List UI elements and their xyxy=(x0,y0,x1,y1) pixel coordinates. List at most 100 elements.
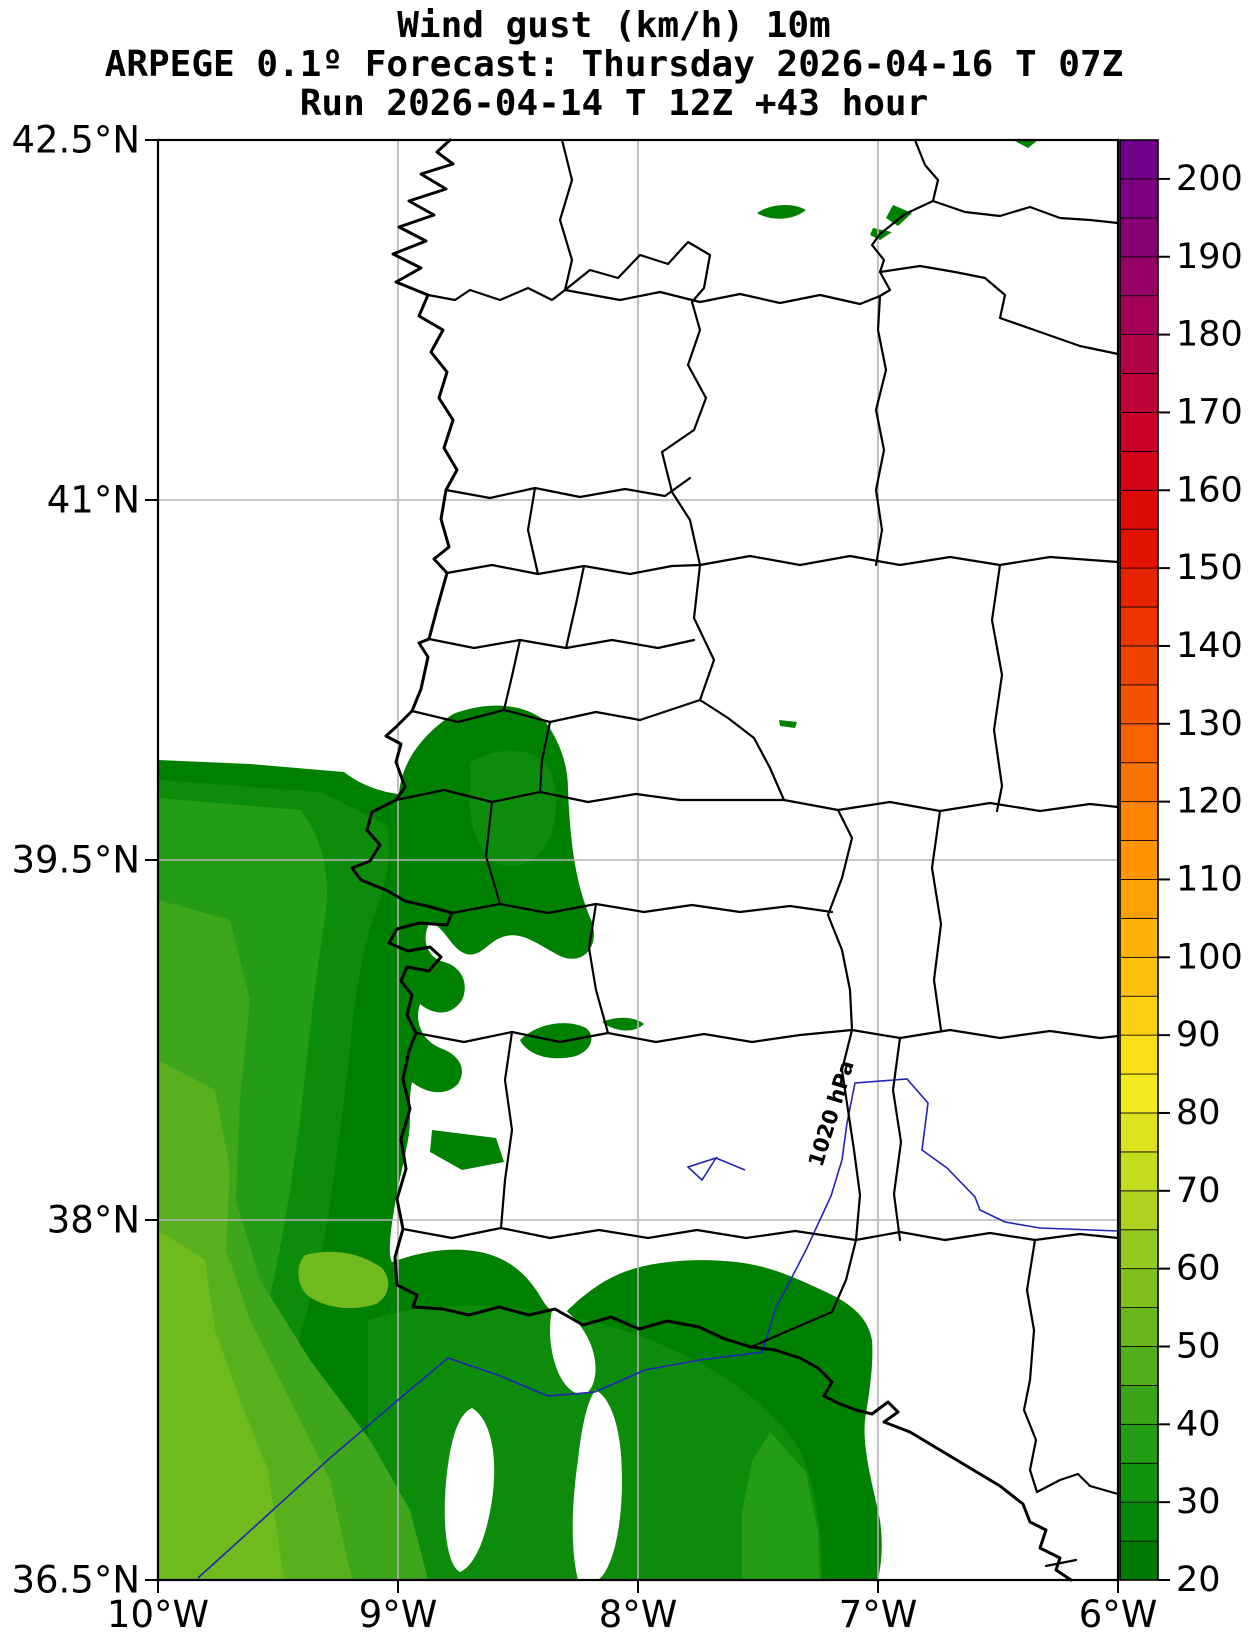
colorbar-segment-55 xyxy=(1119,1268,1159,1308)
colorbar: 20 30 40 50 60 70 80 90 100 110 120 130 140 150 160 170… xyxy=(1119,139,1243,1600)
border-spain-horizontal-1240 xyxy=(854,1230,1120,1242)
colorbar-tick-label-40: 40 xyxy=(1176,1404,1221,1444)
gust-patch-center-dot xyxy=(779,720,797,728)
colorbar-frame xyxy=(1119,139,1159,1581)
lon-tick-label-1: 9°W xyxy=(359,1593,438,1636)
gust-area-30plus-south xyxy=(742,1432,820,1580)
colorbar-segment-70 xyxy=(1119,1151,1159,1192)
district-vertical-5 xyxy=(484,800,502,906)
colorbar-tick-label-160: 160 xyxy=(1176,470,1243,510)
border-spain-horizontal-810 xyxy=(836,800,1120,813)
district-vertical-4 xyxy=(538,720,552,794)
colorbar-segment-60 xyxy=(1119,1229,1159,1270)
lon-tick-label-4: 6°W xyxy=(1079,1593,1158,1636)
colorbar-segment-80 xyxy=(1119,1073,1159,1114)
border-spain-horizontal-1030 xyxy=(850,1028,1120,1040)
lon-tick-label-3: 7°W xyxy=(839,1593,918,1636)
lat-tick-label-2: 39.5°N xyxy=(11,839,140,882)
colorbar-tick-label-70: 70 xyxy=(1176,1171,1221,1211)
coastline-iberia xyxy=(350,138,1073,1582)
colorbar-segment-140 xyxy=(1119,606,1159,647)
colorbar-segment-185 xyxy=(1119,256,1159,297)
colorbar-tick-label-50: 50 xyxy=(1176,1326,1221,1366)
colorbar-segment-120 xyxy=(1119,762,1159,803)
border-portugal-spain xyxy=(563,240,862,1349)
gust-patch-top-edge xyxy=(1013,140,1038,148)
colorbar-segment-45 xyxy=(1119,1346,1159,1386)
colorbar-segment-200 xyxy=(1119,139,1159,180)
colorbar-tick-label-80: 80 xyxy=(1176,1093,1221,1133)
lat-tick-label-1: 41°N xyxy=(47,479,140,522)
border-sevilla-vertical xyxy=(1022,1238,1039,1494)
district-line-2 xyxy=(445,563,702,576)
border-cadiz-east xyxy=(1035,1472,1120,1496)
border-spain-vertical-900 xyxy=(891,1036,903,1242)
calm-gap-mid xyxy=(572,1390,622,1580)
district-vertical-7 xyxy=(499,1030,514,1230)
colorbar-segment-125 xyxy=(1119,723,1159,764)
colorbar-segment-25 xyxy=(1119,1501,1159,1542)
lon-tick-label-0: 10°W xyxy=(107,1593,209,1636)
colorbar-segment-115 xyxy=(1119,801,1159,841)
lat-tick-label-3: 38°N xyxy=(47,1199,140,1242)
colorbar-segment-35 xyxy=(1119,1423,1159,1464)
district-line-1 xyxy=(444,476,692,500)
colorbar-segment-65 xyxy=(1119,1190,1159,1231)
colorbar-segment-40 xyxy=(1119,1385,1159,1425)
colorbar-segment-30 xyxy=(1119,1462,1159,1503)
colorbar-tick-label-110: 110 xyxy=(1176,859,1243,899)
border-strait-spur xyxy=(1044,1558,1078,1568)
border-galicia-mino xyxy=(426,286,567,302)
gust-area-45plus-patch xyxy=(298,1251,389,1309)
figure-title-block: Wind gust (km/h) 10m ARPEGE 0.1º Forecast… xyxy=(0,6,1228,123)
colorbar-segment-110 xyxy=(1119,840,1159,880)
district-line-8 xyxy=(401,1226,858,1242)
district-vertical-3 xyxy=(502,638,522,712)
coastline xyxy=(350,138,1073,1582)
district-vertical-2 xyxy=(564,564,586,650)
district-line-5 xyxy=(394,788,786,804)
colorbar-tick-label-170: 170 xyxy=(1176,392,1243,432)
colorbar-segment-50 xyxy=(1119,1307,1159,1347)
colorbar-segment-195 xyxy=(1119,178,1159,219)
district-vertical-6 xyxy=(587,902,610,1035)
colorbar-tick-label-180: 180 xyxy=(1176,315,1243,355)
colorbar-segment-155 xyxy=(1119,489,1159,530)
lon-tick-label-2: 8°W xyxy=(599,1593,678,1636)
district-line-6 xyxy=(450,902,834,915)
title-line2: ARPEGE 0.1º Forecast: Thursday 2026-04-1… xyxy=(104,44,1124,85)
colorbar-tick-label-150: 150 xyxy=(1176,548,1243,588)
gust-patch-sines xyxy=(430,1130,504,1170)
isobar-small-arrow xyxy=(686,1156,746,1182)
border-ne-branch-2 xyxy=(878,264,1120,356)
border-spain-vertical-1000 xyxy=(990,563,1004,813)
colorbar-tick-label-100: 100 xyxy=(1176,937,1243,977)
colorbar-segment-85 xyxy=(1119,1034,1159,1075)
longitude-axis: 10°W 9°W 8°W 7°W 6°W xyxy=(107,1580,1157,1636)
lat-tick-label-4: 36.5°N xyxy=(11,1559,140,1602)
colorbar-tick-label-190: 190 xyxy=(1176,237,1243,277)
colorbar-segment-145 xyxy=(1119,567,1159,608)
district-vertical-1 xyxy=(526,486,540,576)
colorbar-segment-170 xyxy=(1119,373,1159,413)
district-line-3 xyxy=(427,637,696,650)
colorbar-tick-label-20: 20 xyxy=(1176,1560,1221,1600)
colorbar-segment-175 xyxy=(1119,334,1159,374)
isobar-1020-label: 1020 hPa xyxy=(804,1058,859,1170)
calm-gap-west xyxy=(444,1408,495,1572)
district-line-7 xyxy=(414,1028,854,1044)
border-spain-horizontal-565 xyxy=(698,554,1120,567)
gust-patch-north-diamond-1 xyxy=(886,205,912,226)
colorbar-segment-95 xyxy=(1119,956,1159,997)
lat-tick-label-0: 42.5°N xyxy=(11,119,140,162)
colorbar-tick-label-130: 130 xyxy=(1176,704,1243,744)
border-ne-branch-1 xyxy=(931,199,1120,225)
colorbar-tick-label-120: 120 xyxy=(1176,782,1243,822)
colorbar-tick-label-90: 90 xyxy=(1176,1015,1221,1055)
graticule-gridlines xyxy=(158,140,1118,1580)
colorbar-tick-label-140: 140 xyxy=(1176,626,1243,666)
border-ne-vertical xyxy=(870,138,940,567)
colorbar-segment-105 xyxy=(1119,879,1159,919)
colorbar-tick-label-200: 200 xyxy=(1176,159,1243,199)
